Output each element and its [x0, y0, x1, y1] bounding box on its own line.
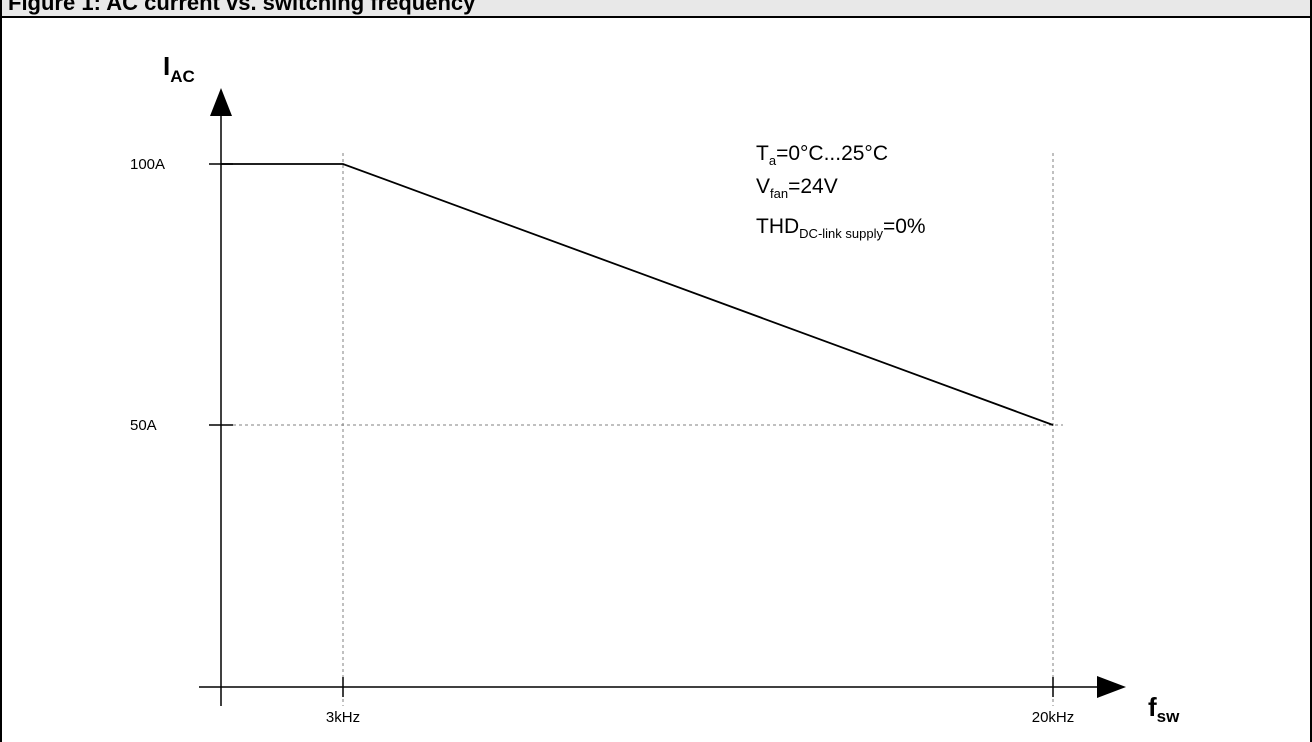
- condition-2: THDDC-link supply=0%: [756, 215, 926, 241]
- x-axis-arrowhead: [1097, 676, 1126, 698]
- operating-conditions: Ta=0°C...25°C Vfan=24V THDDC-link supply=0…: [756, 142, 926, 241]
- condition-0: Ta=0°C...25°C: [756, 142, 888, 168]
- reference-lines: [221, 153, 1063, 706]
- x-tick-label-20: 20kHz: [1032, 709, 1075, 726]
- x-tick-label-3: 3kHz: [326, 709, 360, 726]
- ac-current-derating-line: [221, 163, 1054, 426]
- condition-1: Vfan=24V: [756, 175, 838, 201]
- figure-caption-bar: Figure 1: AC current vs. switching frequ…: [0, 0, 1312, 18]
- axes: [199, 88, 1126, 706]
- x-axis-title: fsw: [1148, 692, 1180, 726]
- y-axis-title: IAC: [163, 51, 195, 86]
- y-tick-label-50: 50A: [130, 417, 157, 434]
- y-tick-label-100: 100A: [130, 156, 165, 173]
- y-axis-arrowhead: [210, 88, 232, 116]
- figure-caption: Figure 1: AC current vs. switching frequ…: [8, 0, 476, 15]
- series: [220, 163, 1054, 426]
- ticks: 100A 50A 3kHz 20kHz: [130, 156, 1074, 726]
